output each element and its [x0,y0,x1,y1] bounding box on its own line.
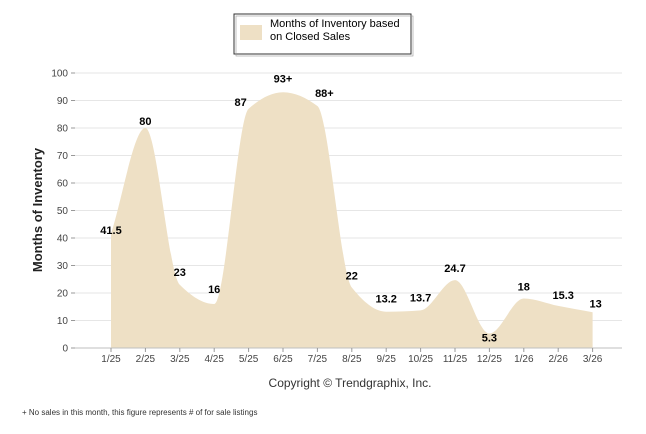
y-tick-label-0: 0 [62,344,68,355]
y-tick-label-50: 50 [57,206,69,217]
copyright-text: Copyright © Trendgraphix, Inc. [269,376,432,390]
x-tick-label-5: 6/25 [273,354,293,365]
x-tick-label-8: 9/25 [376,354,396,365]
y-tick-label-10: 10 [57,316,69,327]
data-label-9: 13.7 [410,292,431,304]
data-label-3: 16 [208,284,220,296]
y-tick-label-100: 100 [51,69,68,80]
data-label-11: 5.3 [482,332,497,344]
data-label-6: 88+ [315,88,334,100]
y-tick-label-40: 40 [57,234,69,245]
x-tick-label-6: 7/25 [308,354,328,365]
y-tick-label-30: 30 [57,261,69,272]
area-fill [111,92,593,348]
x-tick-label-2: 3/25 [170,354,190,365]
x-tick-label-14: 3/26 [583,354,603,365]
x-tick-label-12: 1/26 [514,354,534,365]
x-tick-label-3: 4/25 [204,354,224,365]
legend-swatch [240,25,262,40]
x-tick-label-13: 2/26 [548,354,568,365]
legend: Months of Inventory based on Closed Sale… [233,13,414,57]
y-tick-label-70: 70 [57,151,69,162]
x-tick-label-4: 5/25 [239,354,259,365]
data-label-0: 41.5 [100,225,121,237]
area-series [111,92,593,348]
data-label-10: 24.7 [444,263,465,275]
x-tick-label-10: 11/25 [443,354,468,365]
legend-line-1: Months of Inventory based [270,18,400,30]
data-label-8: 13.2 [375,294,396,306]
data-label-2: 23 [174,267,186,279]
y-tick-label-80: 80 [57,124,69,135]
x-tick-label-11: 12/25 [477,354,502,365]
data-labels: 41.5 80 23 16 87 93+ 88+ 22 13.2 13.7 24.7 5.3 18 15.… [100,73,601,344]
data-label-12: 18 [518,282,530,294]
y-tick-label-90: 90 [57,96,69,107]
y-tick-label-20: 20 [57,289,69,300]
data-label-1: 80 [139,116,151,128]
legend-box [233,13,412,55]
data-label-4: 87 [234,97,246,109]
data-label-14: 13 [589,298,601,310]
y-axis-title: Months of Inventory [30,147,45,272]
x-tick-label-0: 1/25 [101,354,121,365]
y-tick-label-60: 60 [57,179,69,190]
legend-shadow [235,15,414,57]
data-label-5: 93+ [274,73,293,85]
axes: 0 10 20 30 40 50 60 70 80 90 100 1/25 2/25 3/25 4/25 5/… [51,69,622,365]
x-tick-label-9: 10/25 [408,354,433,365]
data-label-7: 22 [346,271,358,283]
x-tick-label-1: 2/25 [136,354,156,365]
footnote-text: + No sales in this month, this figure re… [22,408,257,417]
legend-line-2: on Closed Sales [270,31,351,43]
data-label-13: 15.3 [552,290,573,302]
x-tick-label-7: 8/25 [342,354,362,365]
